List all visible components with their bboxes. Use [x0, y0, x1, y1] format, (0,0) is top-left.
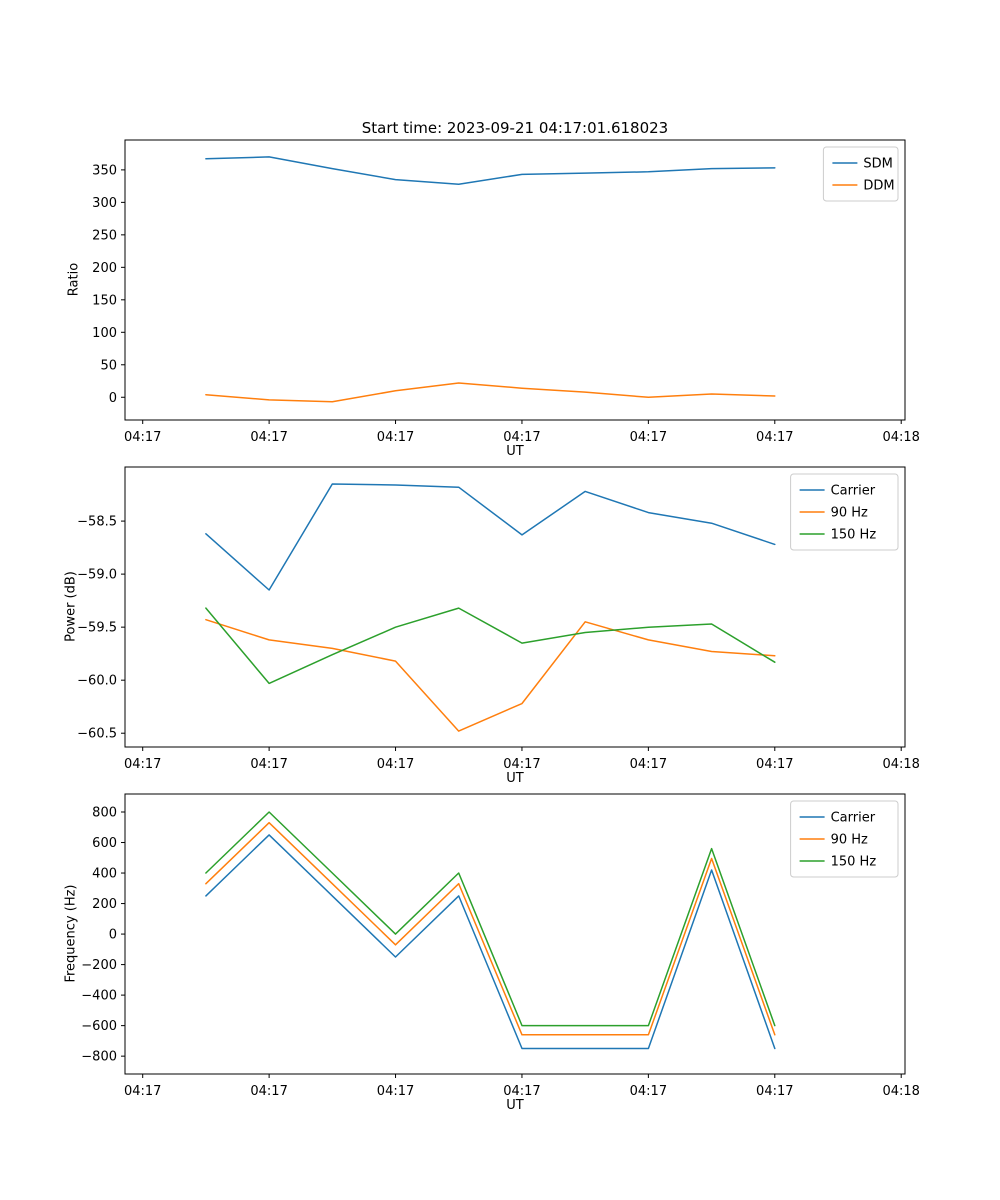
y-tick-label: −800 — [81, 1050, 117, 1065]
y-tick-label: −60.0 — [77, 674, 117, 689]
y-tick-label: −59.0 — [77, 568, 117, 583]
y-tick-label: 150 — [92, 293, 117, 308]
x-tick-label: 04:17 — [630, 430, 667, 445]
y-tick-label: 0 — [109, 928, 117, 943]
x-tick-label: 04:17 — [250, 757, 287, 772]
xlabel-ratio: UT — [506, 444, 524, 459]
x-tick-label: 04:17 — [756, 757, 793, 772]
series-line-sdm — [205, 156, 776, 185]
legend-box — [790, 800, 899, 878]
y-tick-label: −58.5 — [77, 515, 117, 530]
chart-frequency: 04:17 04:17 04:17 04:17 04:17 04:17 04:18 −800 −… — [81, 793, 920, 1099]
x-tick-label: 04:17 — [124, 430, 161, 445]
series-line-90-hz — [205, 821, 776, 1036]
legend-label-ddm: DDM — [863, 179, 894, 194]
y-tick-label: −600 — [81, 1019, 117, 1034]
y-tick-label: 800 — [92, 806, 117, 821]
x-tick-label: 04:17 — [250, 430, 287, 445]
x-tick-label: 04:17 — [756, 430, 793, 445]
legend-label-carrier: Carrier — [831, 811, 876, 826]
y-tick-label: 0 — [109, 391, 117, 406]
y-tick-label: −200 — [81, 958, 117, 973]
legend-label-carrier: Carrier — [831, 484, 876, 499]
legend-label-sdm: SDM — [863, 157, 892, 172]
y-tick-label: 200 — [92, 261, 117, 276]
y-tick-label: −60.5 — [77, 727, 117, 742]
x-tick-label: 04:17 — [630, 1084, 667, 1099]
x-tick-label: 04:17 — [124, 1084, 161, 1099]
x-tick-label: 04:17 — [377, 430, 414, 445]
chart-power: 04:17 04:17 04:17 04:17 04:17 04:17 04:18 −58.5… — [77, 466, 920, 772]
x-tick-label: 04:17 — [377, 1084, 414, 1099]
series-line-150-hz — [205, 811, 776, 1027]
y-tick-label: 350 — [92, 163, 117, 178]
y-tick-label: −400 — [81, 989, 117, 1004]
x-tick-label: 04:17 — [503, 757, 540, 772]
legend-label-90-hz: 90 Hz — [831, 506, 868, 521]
y-tick-label: 600 — [92, 836, 117, 851]
x-tick-label: 04:17 — [756, 1084, 793, 1099]
xlabel-power: UT — [506, 771, 524, 786]
y-tick-label: 50 — [100, 358, 117, 373]
x-tick-label: 04:17 — [377, 757, 414, 772]
y-tick-label: 250 — [92, 228, 117, 243]
ylabel-frequency: Frequency (Hz) — [63, 884, 79, 983]
legend-label-150-hz: 150 Hz — [831, 528, 877, 543]
series-line-carrier — [205, 483, 776, 591]
series-line-150-hz — [205, 607, 776, 685]
series-line-90-hz — [205, 618, 776, 732]
legend-label-90-hz: 90 Hz — [831, 833, 868, 848]
y-tick-label: 400 — [92, 867, 117, 882]
x-tick-label: 04:18 — [882, 1084, 919, 1099]
x-tick-label: 04:18 — [882, 430, 919, 445]
x-tick-label: 04:17 — [503, 1084, 540, 1099]
legend-box — [822, 146, 899, 202]
x-tick-label: 04:17 — [124, 757, 161, 772]
y-tick-label: 200 — [92, 897, 117, 912]
ylabel-power: Power (dB) — [63, 571, 79, 642]
x-tick-label: 04:17 — [250, 1084, 287, 1099]
xlabel-frequency: UT — [506, 1098, 524, 1113]
ylabel-ratio: Ratio — [66, 262, 82, 297]
series-line-carrier — [205, 834, 776, 1050]
legend-label-150-hz: 150 Hz — [831, 855, 877, 870]
series-line-ddm — [205, 382, 776, 403]
x-tick-label: 04:18 — [882, 757, 919, 772]
x-tick-label: 04:17 — [503, 430, 540, 445]
x-tick-label: 04:17 — [630, 757, 667, 772]
figure-title: Start time: 2023-09-21 04:17:01.618023 — [361, 119, 669, 137]
y-tick-label: −59.5 — [77, 621, 117, 636]
y-tick-label: 100 — [92, 326, 117, 341]
axes-spines — [124, 139, 906, 421]
chart-ratio: 04:17 04:17 04:17 04:17 04:17 04:17 04:18 0 50 10… — [92, 139, 920, 445]
axes-spines — [124, 466, 906, 748]
y-tick-label: 300 — [92, 196, 117, 211]
legend-box — [790, 473, 899, 551]
